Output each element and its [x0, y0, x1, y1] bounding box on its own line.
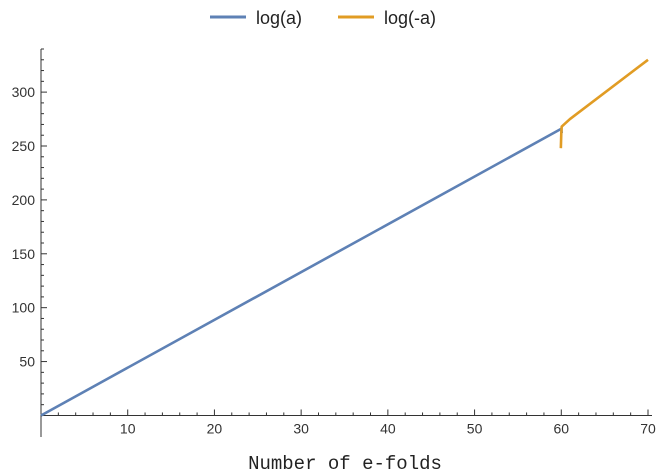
y-tick-label: 200 [12, 192, 36, 208]
x-tick-label: 10 [120, 420, 136, 436]
y-tick-label: 100 [12, 300, 36, 316]
x-tick-label: 60 [553, 420, 569, 436]
series-line-log-neg-a [559, 58, 649, 149]
y-tick-label: 50 [19, 354, 35, 370]
series-layer [40, 58, 649, 417]
x-axis-label: Number of e-folds [248, 453, 442, 474]
legend-label-log-neg-a: log(-a) [384, 8, 436, 28]
x-tick-label: 40 [380, 420, 396, 436]
x-tick-label: 50 [467, 420, 483, 436]
legend-label-log-a: log(a) [256, 8, 302, 28]
legend: log(a) log(-a) [210, 8, 436, 28]
x-tick-label: 30 [293, 420, 309, 436]
y-tick-label: 250 [12, 138, 36, 154]
y-tick-label: 300 [12, 84, 36, 100]
y-tick-label: 150 [12, 246, 36, 262]
axes: 10 20 30 40 50 60 70 50 100 150 200 250 300 [12, 48, 656, 437]
x-tick-label: 20 [207, 420, 223, 436]
x-tick-label: 70 [640, 420, 656, 436]
series-line-log-a [40, 127, 564, 417]
